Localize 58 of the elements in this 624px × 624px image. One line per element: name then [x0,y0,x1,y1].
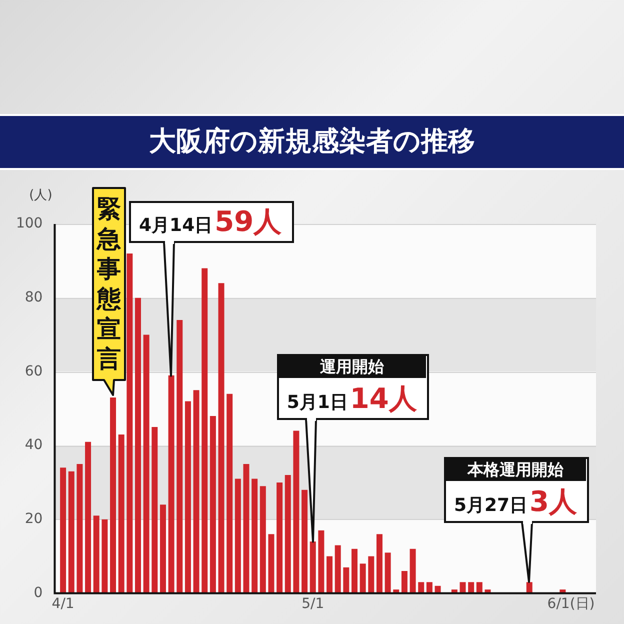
bar [135,298,141,594]
bar [243,464,250,594]
bar [176,320,183,594]
x-tick-label: 6/1(日) [547,596,595,612]
y-axis-title: (人) [29,188,52,203]
bar [126,254,133,594]
bar [152,427,158,594]
bar [118,434,124,594]
y-tick-label: 100 [16,216,43,232]
x-tick-label: 4/1 [52,596,74,612]
bar [218,283,224,594]
y-tick-label: 80 [24,289,43,306]
bar [60,468,66,594]
bar [426,582,432,594]
bar [202,268,208,594]
bar [226,394,233,594]
bar [460,582,466,594]
bar [293,430,300,594]
bar [85,442,92,594]
bar [210,416,216,594]
bar [184,401,191,594]
bar [418,582,424,594]
bar [252,478,258,594]
bar [401,571,408,594]
bar [143,334,150,594]
bar [93,516,100,594]
bar [102,519,108,594]
bar [468,582,474,594]
bar [334,545,341,594]
bar [68,471,74,594]
bar [410,548,416,594]
bar [310,542,316,594]
bar [326,556,333,594]
bar [318,530,324,594]
bar [284,475,291,594]
bar [476,582,482,594]
bar [276,482,283,594]
annotation: 緊急事態宣言 [95,194,122,374]
bar [76,464,83,594]
y-tick-label: 60 [24,363,43,380]
y-tick-label: 40 [24,437,43,454]
y-tick-label: 0 [34,584,43,601]
bar [234,478,241,594]
vertical-sign: 緊急事態宣言 [93,188,125,395]
y-tick-label: 20 [24,511,43,527]
bar [368,556,374,594]
x-tick-label: 5/1 [302,596,324,612]
bar [160,504,166,594]
bar [193,390,200,594]
bar [260,486,266,594]
chart-title: 大阪府の新規感染者の推移 [0,114,624,170]
bar [110,398,116,594]
bar [384,552,391,594]
bar [343,567,350,594]
bar [268,534,274,594]
bar [360,564,366,594]
bar [352,548,358,594]
bar [376,534,382,594]
